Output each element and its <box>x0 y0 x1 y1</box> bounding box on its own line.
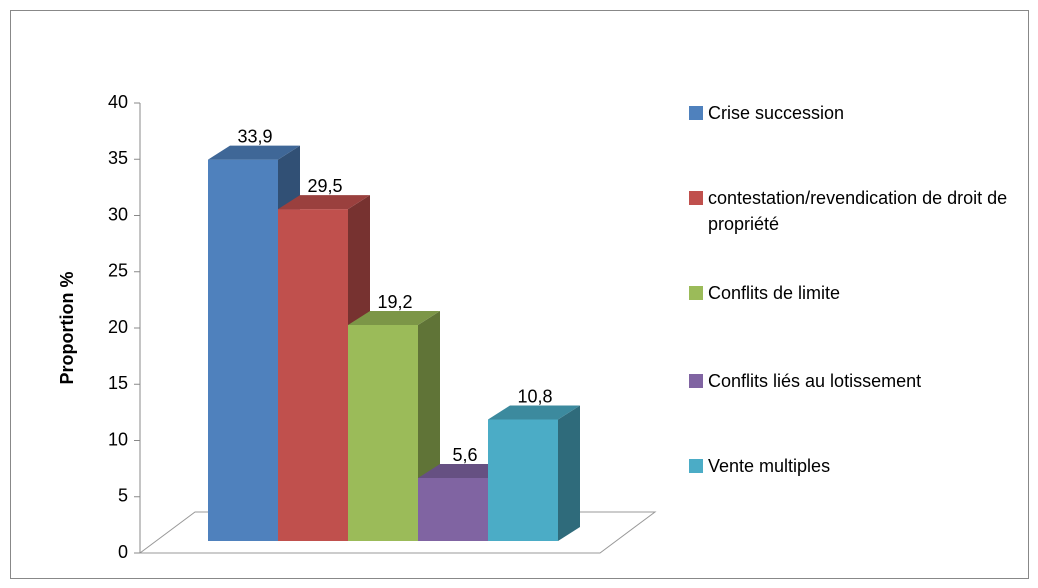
bar <box>488 419 558 541</box>
bar <box>208 159 278 541</box>
bar <box>418 478 488 541</box>
bar <box>348 325 418 541</box>
legend-swatch <box>689 106 703 120</box>
bar-top <box>208 145 300 160</box>
legend-label: contestation/revendication de droit de p… <box>708 188 1008 234</box>
value-label: 29,5 <box>307 176 342 196</box>
y-tick-label: 35 <box>108 148 128 168</box>
y-tick-label: 20 <box>108 317 128 337</box>
floor <box>138 511 657 554</box>
bar-side <box>558 405 580 541</box>
value-label: 5,6 <box>452 445 477 465</box>
bar-top <box>488 405 580 420</box>
y-tick-label: 10 <box>108 429 128 449</box>
value-label: 10,8 <box>517 386 552 406</box>
legend-label: Vente multiples <box>708 456 831 476</box>
legend-label: Crise succession <box>708 103 845 123</box>
y-tick-label: 30 <box>108 204 128 224</box>
y-axis-label: Proportion % <box>57 272 77 385</box>
legend-swatch <box>689 286 703 300</box>
value-label: 19,2 <box>377 292 412 312</box>
y-tick-label: 5 <box>118 486 128 506</box>
bar-top <box>418 464 510 478</box>
legend-swatch <box>689 459 703 473</box>
bar <box>278 209 348 541</box>
bar-top <box>278 195 370 210</box>
bar-top <box>348 311 440 325</box>
legend-label: Conflits de limite <box>708 283 841 303</box>
value-label: 33,9 <box>237 126 272 146</box>
legend-label: Conflits liés au lotissement <box>708 371 922 391</box>
legend-swatch <box>689 191 703 205</box>
y-tick-label: 25 <box>108 261 128 281</box>
legend-swatch <box>689 374 703 388</box>
y-tick-label: 15 <box>108 373 128 393</box>
y-tick-label: 0 <box>118 542 128 562</box>
y-tick-label: 40 <box>108 92 128 112</box>
